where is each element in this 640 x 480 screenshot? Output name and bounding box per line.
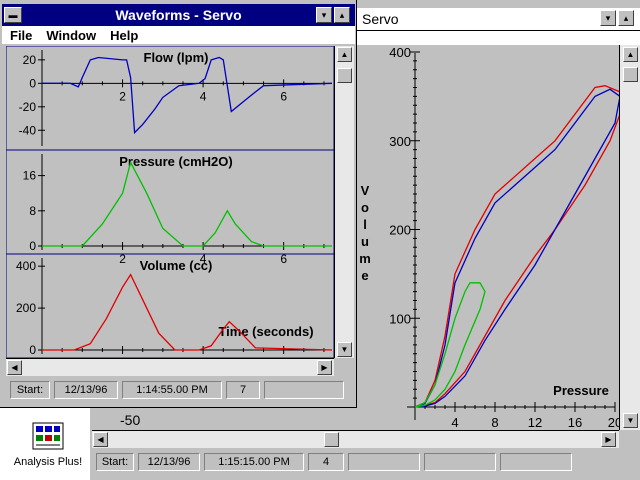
y-tick-label: 400 (389, 45, 411, 60)
x-tick-label: 4 (200, 356, 207, 358)
analysis-plus-label: Analysis Plus! (13, 456, 83, 468)
waveforms-horizontal-scrollbar[interactable]: ◀ ▶ (6, 358, 334, 376)
pv-loop-chart: 100 200 300 400 4 8 12 16 20 Pressure V o l u m e (357, 45, 619, 430)
status-date: 12/13/96 (138, 453, 200, 471)
x-tick-label: 4 (200, 252, 207, 266)
servo-window-toolbar-strip (357, 31, 640, 46)
servo-horizontal-scrollbar[interactable]: ◀ ▶ (92, 430, 619, 448)
wave-status-empty (264, 381, 344, 399)
x-tick-label: 4 (200, 89, 207, 103)
x-tick-label: 2 (119, 252, 126, 266)
x-tick-label: 4 (451, 415, 458, 430)
y-tick-label: 0 (29, 343, 36, 357)
y-tick-label: 8 (29, 204, 36, 218)
servo-minimize-icon[interactable]: ▾ (600, 10, 616, 26)
x-tick-label: 2 (119, 89, 126, 103)
wave-scroll-thumb[interactable] (337, 68, 352, 83)
y-tick-label: 100 (389, 311, 411, 326)
loop-line-green (414, 282, 486, 408)
y-tick-label: 20 (23, 53, 37, 67)
y-tick-label: -40 (19, 123, 37, 137)
wave-status-count: 7 (226, 381, 260, 399)
x-tick-label: 6 (280, 89, 287, 103)
servo-vertical-scrollbar[interactable]: ▲ ▼ (619, 45, 640, 430)
analysis-grid-icon (32, 422, 64, 450)
wave-status-date: 12/13/96 (54, 381, 118, 399)
scroll-right-button[interactable]: ▶ (601, 432, 616, 447)
x-tick-label: 2 (119, 356, 126, 358)
panel-title: Flow (lpm) (144, 50, 209, 65)
waveforms-title-bar[interactable]: Waveforms - Servo (2, 4, 355, 26)
y-tick-label: 16 (23, 169, 37, 183)
scroll-up-button[interactable]: ▲ (623, 47, 638, 62)
servo-window-title: Servo (362, 11, 399, 27)
x-tick-label: 6 (280, 252, 287, 266)
y-tick-label: 300 (389, 134, 411, 149)
status-empty-2 (424, 453, 496, 471)
series-line (42, 56, 333, 135)
status-count: 4 (308, 453, 344, 471)
wave-scroll-right-button[interactable]: ▶ (317, 360, 332, 375)
x-tick-label: 12 (528, 415, 542, 430)
loop-line-blue (414, 88, 619, 408)
menu-window[interactable]: Window (46, 27, 97, 43)
scroll-thumb-h[interactable] (324, 432, 339, 447)
loop-line-red (414, 85, 619, 408)
waveforms-title: Waveforms - Servo (115, 7, 242, 23)
x-tick-label: 20 (608, 415, 619, 430)
minimize-icon[interactable]: ▾ (316, 7, 332, 23)
status-start-label: Start: (96, 453, 134, 471)
y-tick-label: 400 (16, 259, 36, 273)
scroll-left-button[interactable]: ◀ (93, 432, 108, 447)
x-axis-label: Pressure (553, 383, 609, 398)
x-tick-label: 8 (491, 415, 498, 430)
servo-window-title-bar[interactable]: Servo (357, 8, 640, 31)
maximize-icon[interactable]: ▴ (334, 7, 350, 23)
system-menu-icon[interactable]: ▬ (4, 7, 22, 23)
series-line (42, 273, 333, 351)
panel-title: Volume (cc) (140, 258, 213, 273)
servo-status-bar: Start: 12/13/96 1:15:15.00 PM 4 (92, 450, 637, 474)
status-empty-1 (348, 453, 420, 471)
y-tick-label: 200 (16, 301, 36, 315)
y-tick-label: 0 (29, 76, 36, 90)
waveforms-status-bar: Start: 12/13/96 1:14:55.00 PM 7 (6, 378, 352, 402)
menu-help[interactable]: Help (110, 27, 139, 43)
wave-status-time: 1:14:55.00 PM (122, 381, 222, 399)
wave-status-start-label: Start: (10, 381, 50, 399)
x-tick-label: 16 (568, 415, 582, 430)
servo-neg-label: -50 (120, 412, 141, 428)
x-axis-label: Time (seconds) (218, 324, 313, 339)
y-tick-label: 200 (389, 223, 411, 238)
y-tick-label: -20 (19, 100, 37, 114)
menu-bar: File Window Help (2, 26, 355, 44)
waveforms-vertical-scrollbar[interactable]: ▲ ▼ (334, 46, 354, 358)
scroll-down-button[interactable]: ▼ (623, 413, 638, 428)
wave-scroll-up-button[interactable]: ▲ (337, 47, 352, 62)
wave-scroll-left-button[interactable]: ◀ (7, 360, 22, 375)
scroll-thumb[interactable] (623, 67, 638, 82)
panel-title: Pressure (cmH2O) (119, 154, 232, 169)
servo-maximize-icon[interactable]: ▴ (618, 10, 634, 26)
status-time: 1:15:15.00 PM (204, 453, 304, 471)
status-empty-3 (500, 453, 572, 471)
wave-scroll-down-button[interactable]: ▼ (337, 342, 352, 357)
x-tick-label: 6 (280, 356, 287, 358)
analysis-plus-desktop-icon[interactable]: Analysis Plus! (10, 420, 86, 476)
series-line (42, 160, 332, 247)
y-tick-label: 0 (29, 239, 36, 253)
menu-file[interactable]: File (10, 27, 33, 43)
